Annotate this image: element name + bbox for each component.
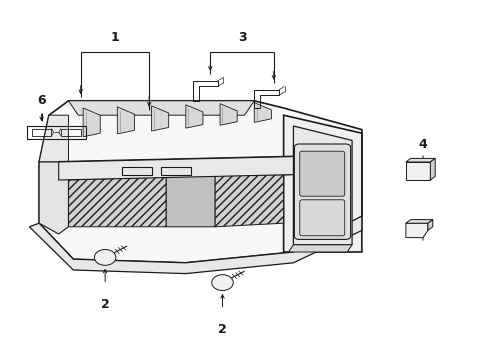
Polygon shape: [151, 106, 168, 131]
Polygon shape: [68, 101, 254, 115]
Polygon shape: [29, 216, 361, 274]
Polygon shape: [117, 107, 134, 134]
Text: 2: 2: [101, 298, 109, 311]
Polygon shape: [405, 162, 429, 180]
FancyBboxPatch shape: [294, 144, 350, 239]
FancyBboxPatch shape: [299, 151, 344, 196]
Polygon shape: [220, 104, 237, 125]
Circle shape: [211, 275, 233, 291]
Polygon shape: [215, 175, 283, 227]
Polygon shape: [166, 176, 215, 227]
Text: 1: 1: [110, 31, 119, 44]
FancyBboxPatch shape: [299, 200, 344, 236]
Text: 6: 6: [37, 94, 46, 107]
Polygon shape: [59, 157, 293, 180]
Polygon shape: [288, 245, 351, 252]
Polygon shape: [429, 158, 434, 180]
Polygon shape: [185, 105, 203, 128]
Polygon shape: [405, 158, 434, 162]
Polygon shape: [405, 223, 427, 238]
Text: 3: 3: [237, 31, 246, 44]
Text: 4: 4: [418, 138, 427, 150]
Polygon shape: [39, 115, 68, 162]
Polygon shape: [83, 108, 100, 137]
Polygon shape: [283, 115, 361, 252]
Polygon shape: [405, 220, 432, 223]
Text: 5: 5: [418, 220, 427, 233]
Polygon shape: [68, 177, 166, 227]
Polygon shape: [39, 162, 68, 234]
Polygon shape: [39, 101, 361, 263]
Polygon shape: [293, 126, 351, 245]
Circle shape: [94, 249, 116, 265]
Polygon shape: [254, 103, 271, 122]
Text: 2: 2: [218, 323, 226, 336]
Polygon shape: [427, 220, 432, 230]
